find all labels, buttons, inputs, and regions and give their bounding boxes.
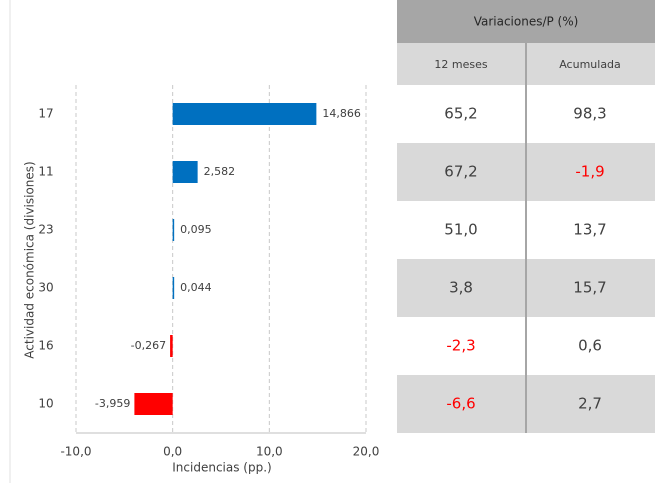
x-tick-label: 10,0 bbox=[256, 445, 283, 459]
bar bbox=[172, 161, 198, 183]
table-cell: 98,3 bbox=[573, 105, 606, 123]
bar bbox=[172, 219, 175, 241]
value-label: 0,044 bbox=[180, 281, 212, 294]
value-label: 2,582 bbox=[204, 165, 236, 178]
table-cell: 67,2 bbox=[444, 163, 477, 181]
column-header: Acumulada bbox=[559, 58, 621, 71]
bar bbox=[134, 393, 173, 415]
table-cell: -6,6 bbox=[446, 395, 475, 413]
table-cell: 13,7 bbox=[573, 221, 606, 239]
table-cell: 51,0 bbox=[444, 221, 477, 239]
value-label: -0,267 bbox=[131, 339, 166, 352]
bar bbox=[172, 277, 175, 299]
table-title: Variaciones/P (%) bbox=[474, 15, 579, 29]
table-cell: -2,3 bbox=[446, 337, 475, 355]
y-tick-label: 16 bbox=[38, 339, 53, 353]
table-cell: -1,9 bbox=[575, 163, 604, 181]
column-header: 12 meses bbox=[434, 58, 487, 71]
table-cell: 15,7 bbox=[573, 279, 606, 297]
table-cell: 2,7 bbox=[578, 395, 602, 413]
x-axis-label: Incidencias (pp.) bbox=[172, 461, 271, 475]
y-tick-label: 11 bbox=[38, 165, 53, 179]
value-label: 14,866 bbox=[322, 107, 361, 120]
x-tick-label: -10,0 bbox=[60, 445, 91, 459]
table-cell: 65,2 bbox=[444, 105, 477, 123]
table-cell: 0,6 bbox=[578, 337, 602, 355]
x-tick-label: 20,0 bbox=[353, 445, 380, 459]
table-cell: 3,8 bbox=[449, 279, 473, 297]
bar bbox=[170, 335, 173, 357]
value-label: 0,095 bbox=[180, 223, 212, 236]
value-label: -3,959 bbox=[95, 397, 130, 410]
table-title-bg bbox=[397, 0, 655, 43]
bar bbox=[172, 103, 317, 125]
y-tick-label: 17 bbox=[38, 107, 53, 121]
y-tick-label: 30 bbox=[38, 281, 53, 295]
y-tick-label: 23 bbox=[38, 223, 53, 237]
y-tick-label: 10 bbox=[38, 397, 53, 411]
x-tick-label: 0,0 bbox=[163, 445, 182, 459]
y-axis-label: Actividad económica (divisiones) bbox=[23, 161, 37, 358]
